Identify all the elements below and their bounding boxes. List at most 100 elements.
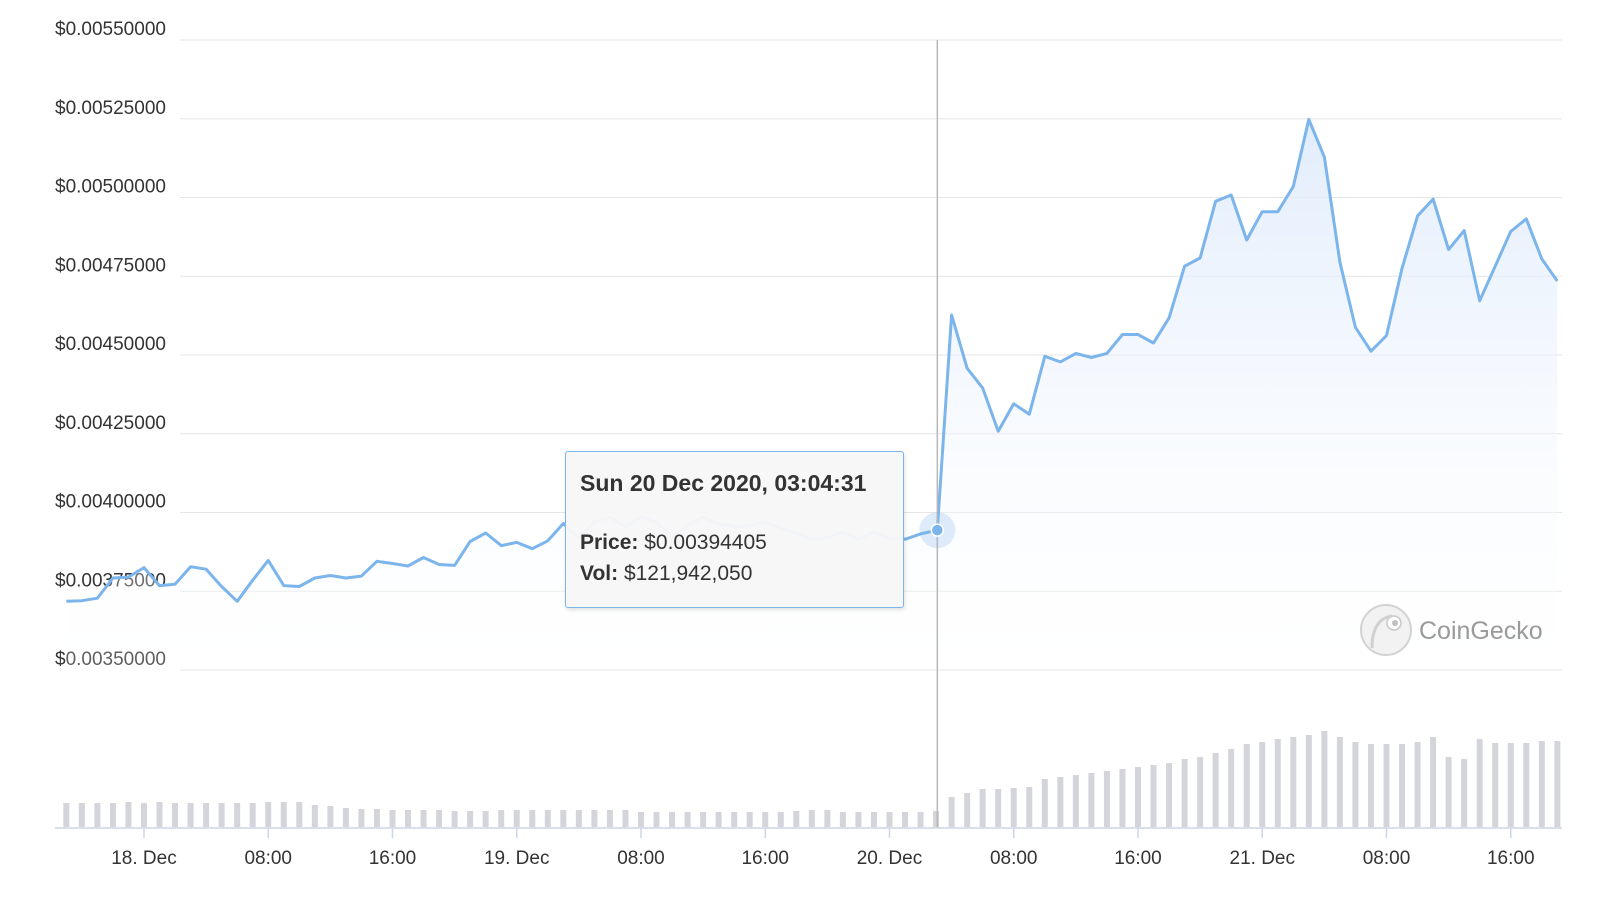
volume-bar (591, 810, 598, 827)
volume-bar (808, 810, 815, 827)
coingecko-watermark: CoinGecko (1360, 604, 1543, 656)
x-tick-label: 08:00 (617, 848, 665, 869)
volume-bar (575, 810, 582, 827)
tooltip-price-value: $0.00394405 (644, 531, 767, 554)
volume-bar (839, 812, 846, 827)
tooltip-volume: Vol: $121,942,050 (580, 562, 752, 586)
volume-bar (125, 802, 132, 827)
volume-bar (405, 810, 412, 827)
volume-bar (933, 811, 940, 827)
volume-bar (1461, 759, 1468, 827)
volume-bar (1367, 744, 1374, 827)
volume-bar (342, 808, 349, 827)
y-tick-label: $0.00500000 (55, 177, 166, 198)
volume-bar (1057, 777, 1064, 827)
volume-bar (1010, 788, 1017, 827)
volume-bar (529, 810, 536, 827)
volume-bar (373, 809, 380, 827)
volume-bar (746, 812, 753, 827)
volume-bar (1290, 737, 1297, 827)
x-tick-label: 16:00 (1114, 848, 1162, 869)
y-tick-label: $0.00475000 (55, 255, 166, 276)
volume-bar (1336, 737, 1343, 827)
x-tick-label: 18. Dec (111, 848, 176, 869)
x-tick-label: 21. Dec (1230, 848, 1295, 869)
volume-bar (109, 803, 116, 827)
volume-bar (731, 812, 738, 827)
volume-bar (498, 810, 505, 827)
volume-bar (979, 789, 986, 827)
x-tick-label: 20. Dec (857, 848, 922, 869)
volume-bar (203, 803, 210, 827)
volume-bar (1492, 743, 1499, 827)
volume-bar (560, 810, 567, 827)
volume-bar (715, 812, 722, 827)
volume-bar (451, 811, 458, 827)
volume-bar (482, 811, 489, 827)
volume-bar (902, 812, 909, 827)
highlight-point (930, 523, 945, 537)
volume-bar (420, 810, 427, 827)
volume-bar (187, 803, 194, 827)
volume-bar (669, 812, 676, 827)
x-tick-label: 08:00 (244, 848, 292, 869)
volume-bar (156, 802, 163, 827)
x-tick-label: 19. Dec (484, 848, 549, 869)
y-tick-label: $0.00400000 (55, 492, 166, 513)
gecko-logo-body (1370, 614, 1393, 649)
volume-bar (1414, 742, 1421, 827)
volume-bar (1523, 743, 1530, 827)
volume-bar (436, 810, 443, 827)
volume-bar (1088, 773, 1095, 827)
volume-bar (249, 803, 256, 827)
volume-bar (1212, 753, 1219, 827)
volume-bar (855, 812, 862, 827)
volume-bar (793, 811, 800, 827)
y-tick-label: $0.00450000 (55, 334, 166, 355)
volume-bar (1476, 739, 1483, 827)
volume-bar (684, 812, 691, 827)
volume-bar (280, 802, 287, 827)
tooltip: Sun 20 Dec 2020, 03:04:31 Price: $0.0039… (565, 451, 904, 608)
volume-bar (824, 810, 831, 827)
volume-bar (1181, 759, 1188, 827)
volume-bar (762, 812, 769, 827)
volume-bar (870, 812, 877, 827)
volume-bar (1243, 744, 1250, 827)
x-tick-label: 16:00 (369, 848, 417, 869)
volume-bar (218, 803, 225, 827)
tooltip-vol-label: Vol: (580, 562, 619, 585)
volume-bar (1197, 757, 1204, 827)
tooltip-date: Sun 20 Dec 2020, 03:04:31 (580, 470, 867, 496)
volume-bar (265, 802, 272, 827)
volume-bar (1119, 769, 1126, 827)
volume-bar (637, 812, 644, 827)
y-tick-label: $0.00550000 (55, 19, 166, 40)
volume-bar (1026, 787, 1033, 827)
volume-bar (777, 812, 784, 827)
volume-bar (948, 797, 955, 827)
volume-bar (886, 812, 893, 827)
volume-bar (544, 810, 551, 827)
volume-bar (140, 803, 147, 827)
volume-bar (327, 806, 334, 827)
volume-bar (1538, 741, 1545, 827)
volume-bars (63, 731, 1561, 827)
volume-bar (1103, 771, 1110, 827)
x-axis: 18. Dec 08:00 16:00 19. Dec 08:00 16:00 20. De… (55, 827, 1562, 869)
volume-bar (917, 812, 924, 827)
x-tick-label: 08:00 (1363, 848, 1411, 869)
x-tick-label: 08:00 (990, 848, 1038, 869)
volume-bar (63, 803, 70, 827)
volume-bar (1041, 779, 1048, 827)
tooltip-price-label: Price: (580, 531, 639, 554)
volume-bar (296, 802, 303, 827)
volume-bar (1259, 742, 1266, 827)
volume-bar (1352, 742, 1359, 827)
gecko-logo-pupil (1392, 620, 1398, 626)
volume-bar (622, 810, 629, 827)
volume-bar (172, 803, 179, 827)
tooltip-vol-value: $121,942,050 (623, 562, 753, 585)
volume-bar (1445, 757, 1452, 827)
